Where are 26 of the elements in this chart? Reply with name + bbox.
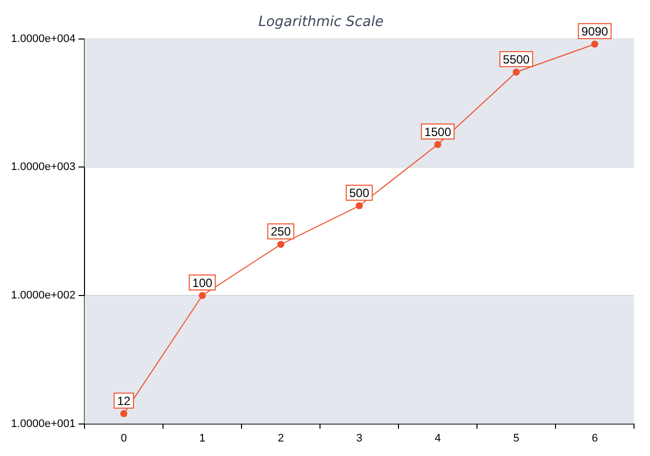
data-label: 250 [270, 224, 292, 239]
point [198, 292, 206, 299]
y-tick-label: 1.0000e+001 [10, 418, 76, 430]
data-label: 9090 [581, 24, 608, 38]
data-label: 500 [349, 186, 370, 200]
x-tick-label: 3 [356, 432, 362, 444]
x-tick-label: 6 [592, 432, 598, 444]
data-label: 100 [192, 276, 213, 290]
y-tick-label: 1.0000e+002 [10, 290, 76, 302]
point [356, 202, 363, 210]
x-tick-label: 2 [278, 432, 284, 444]
point [512, 68, 520, 76]
chart-title: Logarithmic Scale [258, 14, 384, 30]
point [591, 40, 598, 48]
x-tick-label: 4 [434, 432, 441, 444]
point [277, 240, 284, 248]
data-label: 5500 [502, 52, 530, 66]
x-tick-label: 1 [199, 432, 206, 444]
point [434, 141, 442, 148]
point [120, 410, 128, 418]
data-label: 12 [117, 394, 131, 408]
x-tick-label: 5 [513, 432, 520, 444]
data-label: 1500 [424, 124, 452, 139]
x-tick-label: 0 [120, 432, 127, 444]
y-tick-label: 1.0000e+004 [10, 32, 76, 45]
y-tick-label: 1.0000e+003 [10, 161, 76, 174]
